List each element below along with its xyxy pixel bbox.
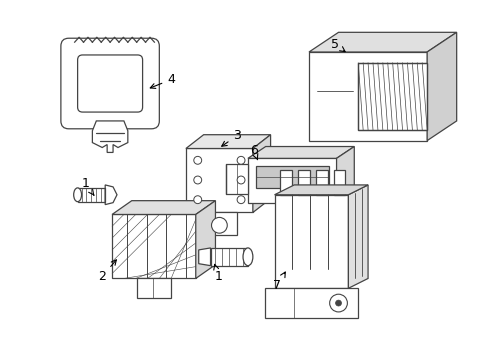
Ellipse shape <box>74 188 81 202</box>
Polygon shape <box>198 248 210 266</box>
Text: 7: 7 <box>273 272 285 292</box>
Text: 1: 1 <box>213 264 222 283</box>
Polygon shape <box>201 212 237 235</box>
Circle shape <box>193 176 201 184</box>
Circle shape <box>193 196 201 204</box>
Text: 1: 1 <box>81 177 94 195</box>
Polygon shape <box>426 32 456 141</box>
Polygon shape <box>210 248 247 266</box>
Polygon shape <box>333 170 345 195</box>
Polygon shape <box>298 170 309 195</box>
Polygon shape <box>226 164 247 194</box>
Polygon shape <box>247 147 353 158</box>
Polygon shape <box>274 185 367 195</box>
Circle shape <box>237 156 244 164</box>
Polygon shape <box>252 135 270 212</box>
Circle shape <box>211 217 227 233</box>
Circle shape <box>329 294 346 312</box>
Text: 5: 5 <box>330 38 345 51</box>
Polygon shape <box>185 135 270 148</box>
Polygon shape <box>308 32 456 52</box>
Polygon shape <box>280 170 292 195</box>
Polygon shape <box>112 215 195 278</box>
Polygon shape <box>105 185 117 204</box>
Polygon shape <box>264 288 358 318</box>
FancyBboxPatch shape <box>78 55 142 112</box>
Polygon shape <box>78 188 105 202</box>
Polygon shape <box>92 121 127 152</box>
Polygon shape <box>195 201 215 278</box>
FancyBboxPatch shape <box>61 38 159 129</box>
Text: 2: 2 <box>98 260 116 283</box>
Polygon shape <box>308 52 426 141</box>
Polygon shape <box>315 170 327 195</box>
Polygon shape <box>137 278 171 298</box>
Ellipse shape <box>243 248 252 266</box>
Polygon shape <box>185 148 252 212</box>
Polygon shape <box>255 166 328 188</box>
Circle shape <box>335 300 341 306</box>
Circle shape <box>237 196 244 204</box>
Circle shape <box>237 176 244 184</box>
Text: 4: 4 <box>150 73 175 89</box>
Polygon shape <box>347 185 367 288</box>
Text: 6: 6 <box>249 144 257 160</box>
Polygon shape <box>274 195 347 288</box>
Polygon shape <box>247 158 336 203</box>
Polygon shape <box>336 147 353 203</box>
Polygon shape <box>358 63 426 130</box>
Text: 3: 3 <box>221 129 241 146</box>
Circle shape <box>193 156 201 164</box>
Polygon shape <box>112 201 215 215</box>
